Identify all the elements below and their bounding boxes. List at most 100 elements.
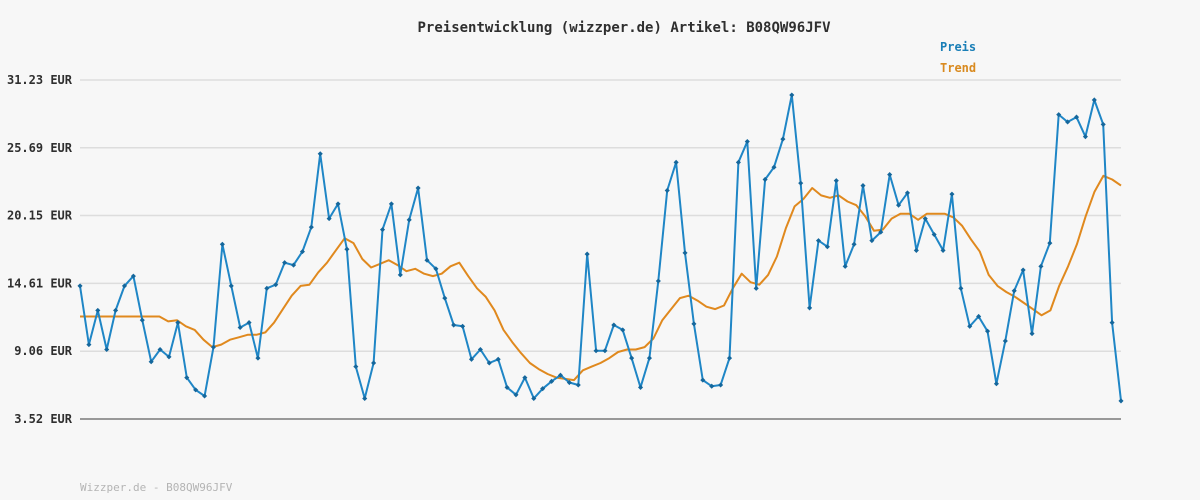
data-point [620,327,626,333]
data-point [157,346,163,353]
data-point [95,307,101,313]
data-point [1002,338,1008,344]
data-point [335,201,341,207]
data-point [282,260,288,266]
data-point [451,322,457,328]
data-point [184,375,190,381]
data-point [139,317,145,323]
data-point [629,355,635,361]
data-point [113,307,119,313]
data-point [406,217,412,223]
data-point [273,282,279,288]
y-tick-label: 31.23 EUR [7,73,73,87]
data-point [513,392,519,398]
data-point [290,262,297,268]
y-tick-label: 3.52 EUR [14,412,73,426]
legend-preis: Preis [940,40,977,54]
data-point [789,92,795,98]
data-point [193,387,199,393]
data-point [691,321,697,327]
data-point [468,356,475,362]
data-point [486,360,492,366]
data-point [317,151,323,157]
data-point [308,224,314,230]
data-point [1118,398,1124,404]
data-point [842,263,848,269]
data-point [353,364,359,370]
data-point [130,273,136,279]
data-point [1038,263,1044,269]
data-point [219,241,225,247]
data-point [655,278,661,284]
data-point [753,285,759,291]
data-point [1109,320,1115,326]
data-point [540,386,546,392]
data-point [931,231,937,238]
series-line-trend [80,174,1122,382]
data-point [949,191,955,197]
data-point [371,360,377,366]
data-point [86,342,92,348]
series-line-preis [79,94,1122,402]
data-point [984,328,991,334]
data-point [424,257,430,263]
data-point [504,384,510,390]
data-point [700,377,706,383]
gridlines [80,79,1121,352]
data-point [575,382,581,388]
data-point [887,172,893,178]
data-point [798,180,804,186]
data-point [824,244,830,250]
data-point [1056,112,1062,118]
data-point [495,356,501,362]
y-axis-ticks: 31.23 EUR 25.69 EUR 20.15 EUR 14.61 EUR 9.06… [7,73,73,426]
data-point [460,323,466,329]
data-point [566,379,572,386]
data-point [593,348,599,354]
data-point [104,346,110,353]
data-point [851,241,857,247]
data-point [993,381,999,387]
data-point [602,348,608,354]
y-tick-label: 25.69 EUR [7,141,73,155]
data-point [237,324,243,331]
data-point [1011,288,1017,294]
data-point [878,229,884,235]
data-point [1073,114,1080,120]
data-point [477,346,483,353]
data-point [246,320,252,326]
data-point [673,159,679,165]
chart-title: Preisentwicklung (wizzper.de) Artikel: B… [417,20,831,36]
legend-trend: Trend [940,61,977,75]
data-point [958,285,964,291]
data-point [397,272,403,278]
data-point [1047,240,1053,246]
y-tick-label: 20.15 EUR [7,209,73,223]
data-point [718,382,724,388]
data-point [228,283,234,289]
data-point [388,201,394,207]
data-point [1100,121,1106,127]
data-point [976,313,982,320]
series-layer [77,92,1124,404]
y-tick-label: 14.61 EUR [7,276,73,290]
data-point [175,320,181,326]
data-point [664,187,670,194]
data-point [1082,134,1088,140]
data-point [807,305,813,311]
data-point [682,250,688,256]
data-point [255,355,261,361]
data-point [549,378,555,384]
data-point [1091,97,1097,103]
data-point [433,266,439,272]
data-point [362,395,368,401]
data-point [264,285,270,291]
data-point [584,251,590,257]
data-point [202,393,208,399]
data-point [166,354,172,360]
data-point [1029,331,1035,337]
data-point [299,249,305,255]
data-point [780,136,786,142]
data-point [148,359,154,365]
